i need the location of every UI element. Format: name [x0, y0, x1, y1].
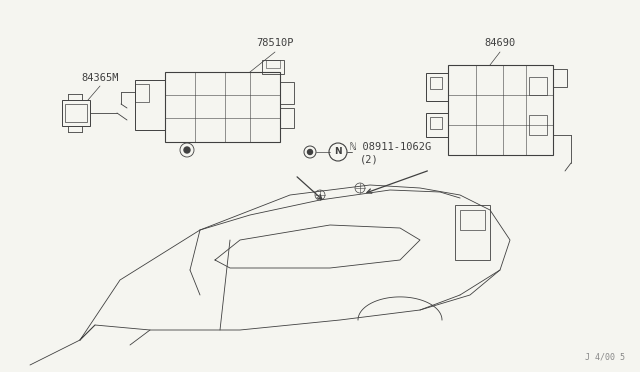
Text: N: N — [334, 148, 342, 157]
Text: 84365M: 84365M — [81, 73, 119, 83]
Bar — [65, 104, 87, 122]
Circle shape — [184, 147, 190, 153]
Bar — [426, 113, 448, 137]
Bar — [135, 80, 165, 130]
Text: ℕ 08911-1062G: ℕ 08911-1062G — [350, 142, 431, 152]
Bar — [266, 60, 280, 68]
Text: 84690: 84690 — [484, 38, 516, 48]
Circle shape — [307, 150, 312, 154]
Text: (2): (2) — [360, 155, 379, 165]
Bar — [430, 117, 442, 129]
Text: J 4/00 5: J 4/00 5 — [585, 353, 625, 362]
Bar — [262, 60, 284, 74]
Bar — [280, 108, 294, 128]
Bar — [460, 210, 485, 230]
Bar — [280, 82, 294, 104]
Bar — [529, 115, 547, 135]
Bar — [448, 65, 553, 155]
Bar — [426, 73, 448, 101]
Bar — [165, 72, 280, 142]
Bar — [135, 84, 149, 102]
Bar — [455, 205, 490, 260]
Text: 78510P: 78510P — [256, 38, 294, 48]
Bar — [529, 77, 547, 95]
Bar — [553, 69, 567, 87]
Bar — [62, 100, 90, 126]
Bar — [430, 77, 442, 89]
